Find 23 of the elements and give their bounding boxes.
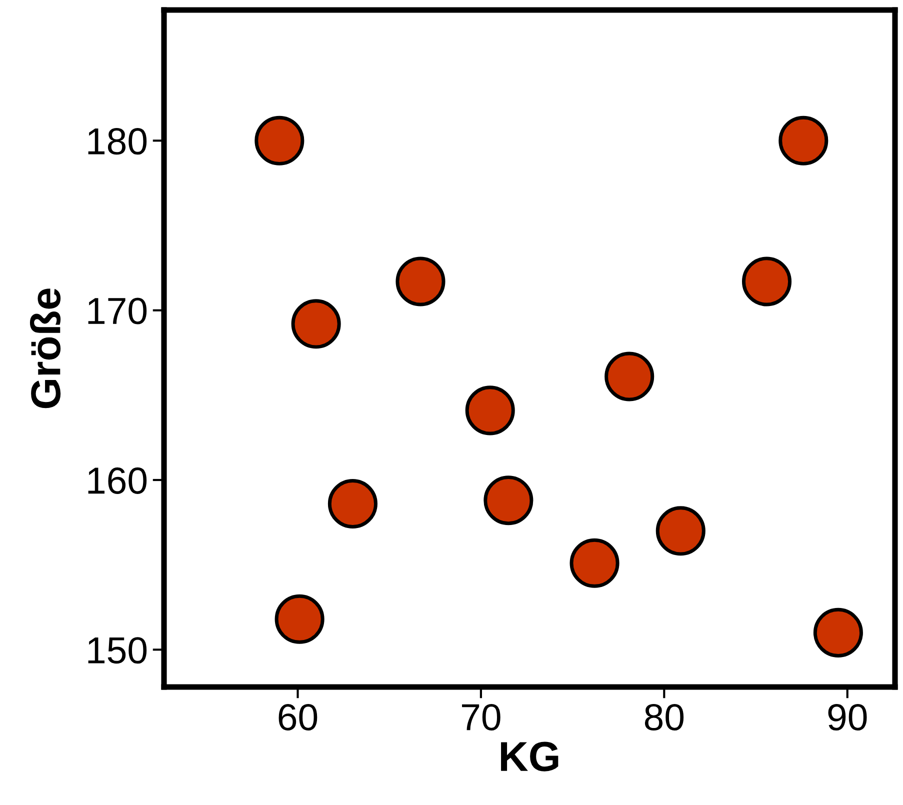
y-tick-label: 180	[88, 128, 147, 155]
point	[813, 608, 863, 658]
x-tick-label: 80	[644, 704, 684, 731]
point	[291, 299, 341, 349]
y-tick-label: 170	[88, 298, 147, 324]
point	[656, 506, 706, 556]
point	[274, 594, 324, 644]
point	[465, 386, 515, 436]
x-axis-title: KG	[501, 742, 558, 772]
point	[396, 256, 446, 306]
point	[254, 116, 304, 166]
y-axis-title: Größe	[30, 288, 61, 408]
y-tick-label: 160	[88, 467, 147, 494]
x-tick-label: 90	[828, 704, 867, 731]
point	[328, 478, 378, 529]
point	[570, 538, 620, 588]
y-tick-label: 150	[88, 637, 147, 664]
point	[484, 476, 534, 526]
x-tick-label: 70	[462, 704, 500, 731]
point	[604, 352, 654, 402]
x-tick-label: 60	[278, 704, 318, 731]
point	[778, 116, 828, 166]
point	[742, 256, 792, 306]
